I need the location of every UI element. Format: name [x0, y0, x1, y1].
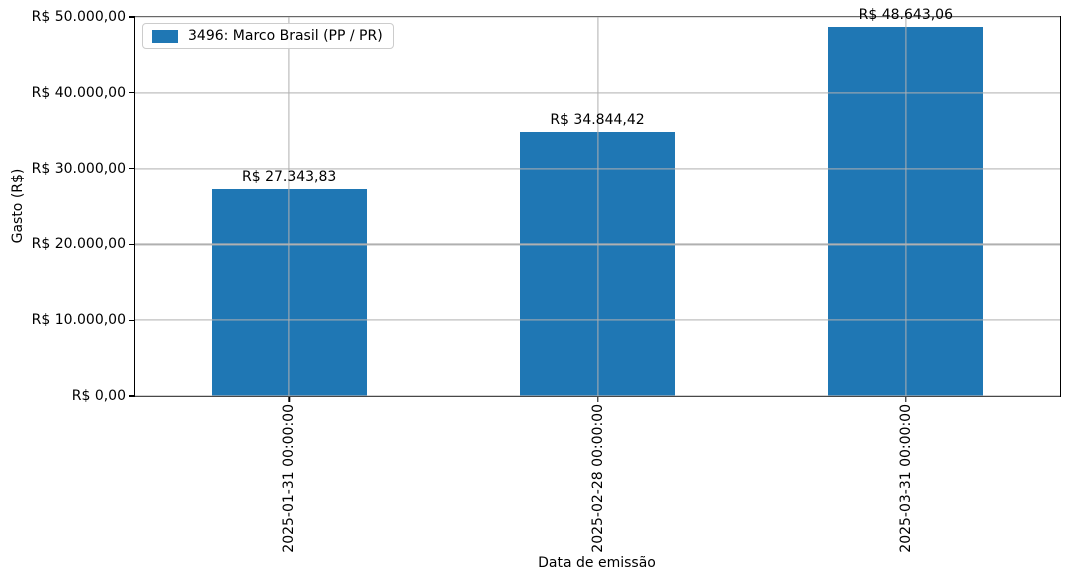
x-gridline — [288, 17, 290, 396]
y-tick-label: R$ 10.000,00 — [31, 312, 126, 329]
x-tick-mark — [288, 397, 290, 402]
y-tick-mark — [129, 243, 134, 246]
legend-label: 3496: Marco Brasil (PP / PR) — [188, 28, 383, 44]
bar-value-label: R$ 48.643,06 — [858, 7, 953, 24]
bar-value-label: R$ 34.844,42 — [550, 111, 645, 128]
legend: 3496: Marco Brasil (PP / PR) — [142, 23, 394, 49]
x-axis-title: Data de emissão — [538, 555, 656, 571]
y-tick-label: R$ 50.000,00 — [31, 9, 126, 25]
y-tick-mark — [129, 319, 134, 321]
y-tick-label: R$ 40.000,00 — [31, 84, 126, 101]
x-tick-label: 2025-03-31 00:00:00 — [897, 404, 914, 553]
x-tick-mark — [905, 397, 907, 402]
y-tick-mark — [129, 92, 134, 94]
plot-area — [134, 16, 1061, 397]
y-gridline — [135, 395, 1060, 397]
x-tick-mark — [596, 397, 599, 402]
bar-value-label: R$ 27.343,83 — [241, 168, 337, 185]
y-axis-title: Gasto (R$) — [10, 168, 26, 244]
y-tick-label: R$ 0,00 — [71, 388, 126, 404]
x-gridline — [596, 17, 599, 396]
x-tick-label: 2025-02-28 00:00:00 — [589, 404, 606, 553]
y-tick-mark — [129, 395, 134, 397]
y-tick-mark — [129, 167, 134, 170]
x-gridline — [905, 17, 907, 396]
y-tick-label: R$ 30.000,00 — [31, 160, 126, 177]
x-tick-label: 2025-01-31 00:00:00 — [281, 404, 298, 553]
y-tick-mark — [129, 16, 134, 18]
legend-swatch-icon — [152, 29, 178, 43]
y-tick-label: R$ 20.000,00 — [31, 236, 126, 253]
